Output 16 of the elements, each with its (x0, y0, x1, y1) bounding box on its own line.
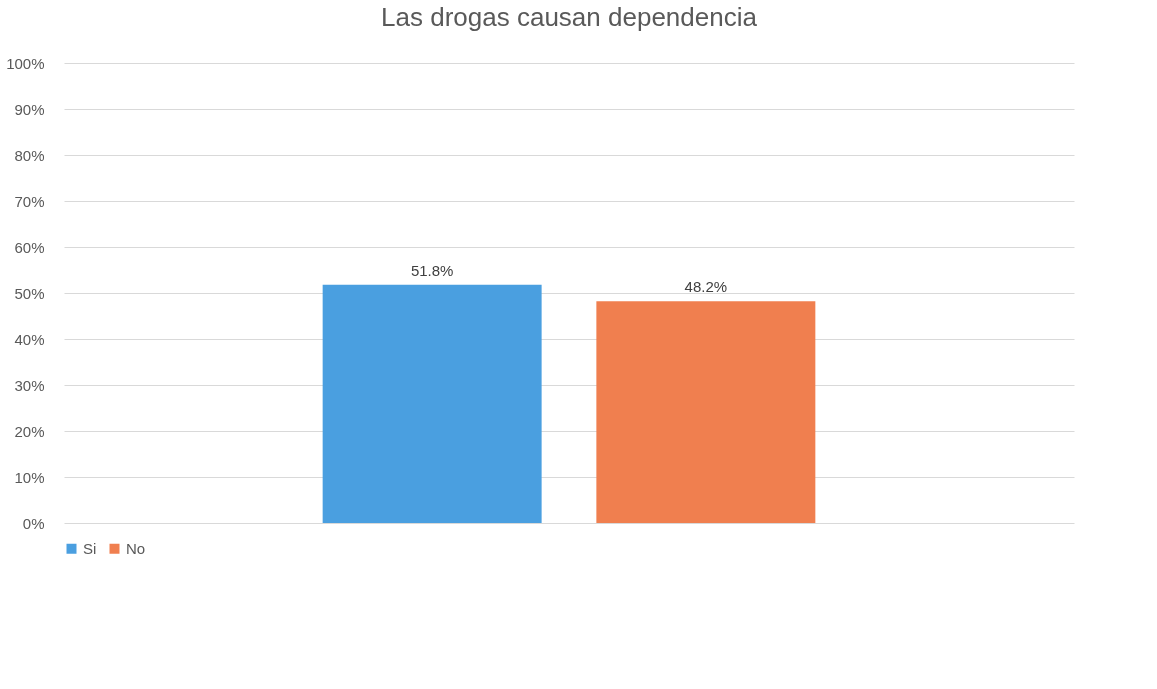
data-label: 48.2% (684, 278, 728, 296)
y-tick-label: 20% (14, 422, 45, 440)
y-tick-label: 70% (14, 192, 45, 210)
y-tick-label: 60% (14, 238, 45, 256)
data-label: 51.8% (410, 261, 454, 279)
y-tick-label: 90% (14, 100, 45, 118)
y-tick-label: 50% (14, 284, 45, 302)
legend-label: No (126, 539, 146, 557)
y-tick-label: 0% (22, 514, 45, 532)
y-tick-label: 10% (14, 468, 45, 486)
legend-label: Si (83, 539, 97, 557)
y-tick-label: 30% (14, 376, 45, 394)
y-tick-label: 40% (14, 330, 45, 348)
chart-title: Las drogas causan dependencia (381, 2, 758, 32)
y-tick-label: 80% (14, 146, 45, 164)
y-tick-label: 100% (6, 54, 45, 72)
